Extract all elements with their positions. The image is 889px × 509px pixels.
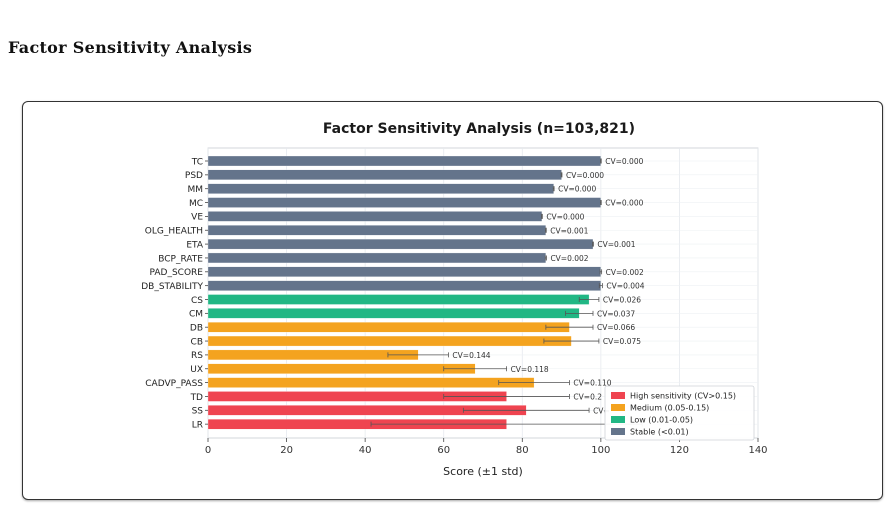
legend-swatch-medium	[611, 404, 625, 411]
chart-card: Factor Sensitivity Analysis (n=103,821) …	[22, 101, 883, 500]
bar-cs	[207, 294, 590, 305]
cv-label: CV=0.004	[606, 282, 644, 291]
cv-label: CV=0.000	[566, 171, 604, 180]
y-tick-label: DB_STABILITY	[141, 282, 203, 292]
y-tick-label: BCP_RATE	[158, 254, 203, 264]
legend-label-high: High sensitivity (CV>0.15)	[630, 392, 736, 401]
cv-label: CV=0.066	[597, 323, 635, 332]
bar-ux	[207, 363, 476, 374]
bar-mc	[207, 197, 602, 208]
x-tick-label: 80	[516, 445, 529, 456]
x-tick-label: 20	[280, 445, 293, 456]
x-tick-label: 60	[437, 445, 450, 456]
y-tick-label: DB	[190, 324, 203, 334]
cv-label: CV=0.037	[597, 309, 635, 318]
y-tick-label: LR	[192, 420, 203, 430]
bar-olg-health	[207, 225, 547, 236]
cv-label: CV=0.026	[603, 296, 641, 305]
x-tick-label: 120	[670, 445, 689, 456]
bar-psd	[207, 169, 562, 180]
y-tick-label: MC	[189, 199, 203, 209]
cv-label: CV=0.2	[573, 392, 602, 401]
cv-label: CV=0.002	[606, 268, 644, 277]
y-tick-label: SS	[192, 407, 204, 417]
bar-rs	[207, 349, 419, 361]
sensitivity-chart: Factor Sensitivity Analysis (n=103,821) …	[141, 121, 767, 478]
chart-title: Factor Sensitivity Analysis (n=103,821)	[323, 121, 635, 137]
page-heading: Factor Sensitivity Analysis	[8, 38, 253, 57]
cv-label: CV=0.144	[452, 351, 490, 360]
bar-ve	[207, 211, 543, 222]
y-tick-label: UX	[190, 365, 203, 375]
cv-label: CV=0.000	[546, 212, 584, 221]
bar-pad-score	[207, 266, 602, 277]
bar-eta	[207, 238, 594, 250]
legend-box	[604, 385, 755, 441]
legend-swatch-stable	[611, 428, 625, 435]
y-tick-label: ETA	[186, 240, 203, 250]
cv-label: CV=0.000	[558, 185, 596, 194]
x-axis-label: Score (±1 std)	[443, 465, 523, 478]
bar-db	[207, 322, 570, 333]
bar-bcp-rate	[207, 252, 547, 264]
y-tick-label: CB	[191, 337, 203, 347]
bar-cm	[207, 308, 580, 319]
cv-label: CV=	[593, 406, 610, 415]
legend-swatch-low	[611, 416, 625, 423]
y-tick-label: PSD	[185, 171, 203, 181]
cv-label: CV=0.001	[597, 240, 635, 249]
y-tick-label: MM	[187, 185, 203, 195]
y-tick-label: VE	[191, 213, 203, 223]
x-tick-label: 40	[359, 445, 372, 456]
cv-label: CV=0.002	[550, 254, 588, 263]
y-tick-label: CS	[191, 296, 203, 306]
x-tick-label: 100	[591, 445, 610, 456]
cv-label: CV=0.075	[603, 337, 641, 346]
legend-label-medium: Medium (0.05-0.15)	[630, 404, 709, 413]
cv-label: CV=0.000	[605, 157, 643, 166]
bar-db-stability	[207, 280, 602, 291]
cv-label: CV=0.110	[573, 379, 611, 388]
x-tick-label: 140	[748, 445, 767, 456]
bar-tc	[207, 155, 602, 167]
y-tick-label: RS	[191, 351, 203, 361]
y-tick-label: CADVP_PASS	[145, 379, 203, 389]
legend-label-low: Low (0.01-0.05)	[630, 416, 693, 425]
y-tick-label: TC	[191, 157, 203, 167]
y-tick-label: CM	[189, 310, 203, 320]
cv-label: CV=0.000	[605, 199, 643, 208]
x-tick-label: 0	[205, 445, 211, 456]
legend-label-stable: Stable (<0.01)	[630, 428, 689, 437]
bar-mm	[207, 183, 554, 194]
legend-swatch-high	[611, 392, 625, 399]
bar-cadvp-pass	[207, 377, 535, 388]
y-tick-label: TD	[190, 393, 203, 403]
y-tick-label: PAD_SCORE	[150, 268, 204, 278]
bar-cb	[207, 335, 572, 347]
y-tick-label: OLG_HEALTH	[145, 227, 203, 237]
cv-label: CV=0.118	[511, 365, 549, 374]
cv-label: CV=0.001	[550, 226, 588, 235]
